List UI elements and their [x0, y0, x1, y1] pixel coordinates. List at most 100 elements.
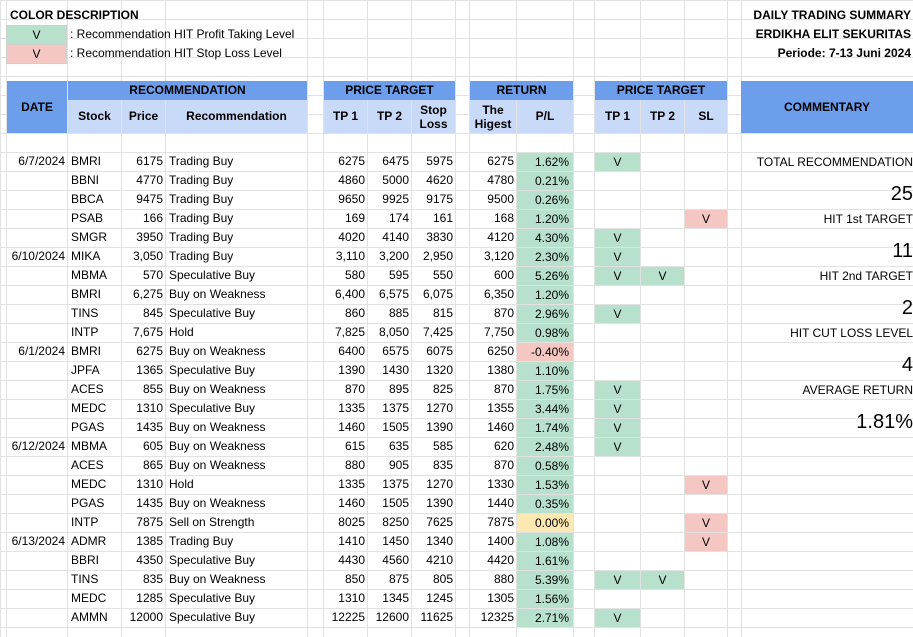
tp2-cell: 1430	[382, 363, 409, 377]
price-cell: 1435	[136, 496, 163, 510]
recommendation-cell: Trading Buy	[169, 154, 234, 168]
price-cell: 9475	[136, 192, 163, 206]
pl-cell: 1.75%	[517, 381, 573, 399]
hit-cut-loss-label: HIT CUT LOSS LEVEL	[790, 326, 913, 340]
column-line	[741, 0, 742, 637]
header-pl: P/L	[517, 100, 573, 133]
price-cell: 835	[142, 572, 163, 586]
stock-cell: MEDC	[71, 591, 107, 605]
recommendation-cell: Trading Buy	[169, 192, 234, 206]
tp1-cell: 860	[344, 306, 365, 320]
tp1-cell: 3,110	[335, 249, 365, 263]
header-return: RETURN	[470, 81, 573, 100]
highest-cell: 6275	[487, 154, 514, 168]
hit-cut-loss-value: 4	[901, 354, 913, 376]
price-cell: 1310	[136, 477, 163, 491]
price-cell: 7,675	[132, 325, 163, 339]
hit-tp1-mark: V	[595, 381, 640, 399]
stop-loss-cell: 835	[432, 458, 453, 472]
recommendation-cell: Trading Buy	[169, 534, 234, 548]
recommendation-cell: Trading Buy	[169, 249, 234, 263]
stop-loss-cell: 4210	[426, 553, 453, 567]
date-cell	[7, 494, 65, 513]
tp1-cell: 1335	[338, 477, 365, 491]
stop-loss-cell: 7,425	[422, 325, 453, 339]
pl-cell: 1.62%	[517, 153, 573, 171]
tp2-cell: 5000	[382, 173, 409, 187]
tp1-cell: 580	[344, 268, 365, 282]
pl-cell: 2.71%	[517, 609, 573, 627]
tp2-cell: 595	[388, 268, 409, 282]
stock-cell: AMMN	[71, 610, 108, 624]
recommendation-cell: Speculative Buy	[169, 268, 256, 282]
recommendation-cell: Hold	[169, 325, 194, 339]
hit-tp1-mark: V	[595, 609, 640, 627]
recommendation-cell: Trading Buy	[169, 173, 234, 187]
recommendation-cell: Hold	[169, 477, 194, 491]
price-cell: 1285	[136, 591, 163, 605]
legend-green-swatch: V	[6, 25, 67, 45]
recommendation-cell: Speculative Buy	[169, 553, 256, 567]
stock-cell: BMRI	[71, 344, 101, 358]
column-line	[594, 0, 595, 637]
stop-loss-cell: 4620	[426, 173, 453, 187]
tp2-cell: 6575	[382, 344, 409, 358]
hit-tp1-mark: V	[595, 248, 640, 266]
price-cell: 1365	[136, 363, 163, 377]
date-cell: 6/12/2024	[11, 439, 65, 453]
highest-cell: 1355	[487, 401, 514, 415]
tp1-cell: 8025	[338, 515, 365, 529]
stock-cell: ACES	[71, 382, 104, 396]
recommendation-cell: Speculative Buy	[169, 610, 256, 624]
header-stop-loss: Stop Loss	[412, 100, 455, 133]
highest-cell: 7875	[487, 515, 514, 529]
pl-cell: 1.74%	[517, 419, 573, 437]
stock-cell: MEDC	[71, 477, 107, 491]
hit-tp1-mark: V	[595, 267, 640, 285]
average-return-label: AVERAGE RETURN	[802, 383, 913, 397]
pl-cell: 0.58%	[517, 457, 573, 475]
highest-cell: 6250	[487, 344, 514, 358]
price-cell: 865	[142, 458, 163, 472]
pl-cell: 1.56%	[517, 590, 573, 608]
price-cell: 1385	[136, 534, 163, 548]
pl-cell: 1.10%	[517, 362, 573, 380]
tp2-cell: 9925	[382, 192, 409, 206]
header-tp2: TP 2	[368, 100, 411, 133]
hit-tp1-mark: V	[595, 438, 640, 456]
tp2-cell: 1505	[382, 496, 409, 510]
legend-red-swatch: V	[6, 44, 67, 64]
header-tp1: TP 1	[324, 100, 367, 133]
price-cell: 3950	[136, 230, 163, 244]
stop-loss-cell: 585	[432, 439, 453, 453]
highest-cell: 870	[493, 382, 514, 396]
pl-cell: 2.30%	[517, 248, 573, 266]
tp1-cell: 6,400	[334, 287, 365, 301]
date-cell	[7, 456, 65, 475]
date-cell	[7, 418, 65, 437]
highest-cell: 620	[493, 439, 514, 453]
legend-green-text: : Recommendation HIT Profit Taking Level	[70, 27, 295, 41]
date-cell	[7, 209, 65, 228]
tp1-cell: 870	[344, 382, 365, 396]
date-cell	[7, 380, 65, 399]
stop-loss-cell: 1320	[426, 363, 453, 377]
tp1-cell: 4430	[338, 553, 365, 567]
highest-cell: 870	[493, 458, 514, 472]
pl-cell: 1.53%	[517, 476, 573, 494]
price-cell: 570	[142, 268, 163, 282]
date-cell	[7, 589, 65, 608]
tp2-cell: 8250	[382, 515, 409, 529]
date-cell: 6/7/2024	[18, 154, 65, 168]
price-cell: 166	[142, 211, 163, 225]
price-cell: 1435	[136, 420, 163, 434]
tp2-cell: 4140	[382, 230, 409, 244]
legend-title: COLOR DESCRIPTION	[10, 8, 139, 22]
stop-loss-cell: 1340	[426, 534, 453, 548]
pl-cell: 0.00%	[517, 514, 573, 532]
tp1-cell: 1390	[338, 363, 365, 377]
tp1-cell: 1335	[338, 401, 365, 415]
pl-cell: 2.48%	[517, 438, 573, 456]
tp2-cell: 8,050	[378, 325, 409, 339]
tp1-cell: 6400	[338, 344, 365, 358]
